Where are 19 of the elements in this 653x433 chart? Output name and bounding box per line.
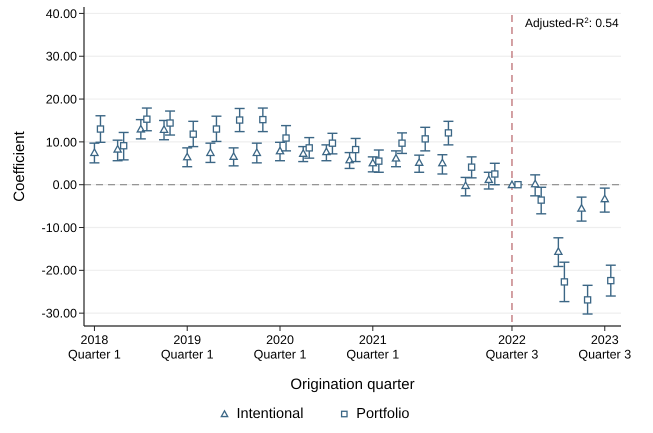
- y-axis-title: Coefficient: [11, 130, 28, 202]
- x-tick-label: 2019 Quarter 1: [160, 333, 214, 362]
- y-tick-label: 20.00: [46, 92, 78, 106]
- x-tick-label: 2023 Quarter 3: [578, 333, 632, 362]
- legend-label: Intentional: [236, 406, 304, 422]
- annotation: Adjusted-R$^{2}$: 0.54: [524, 16, 620, 30]
- y-tick-label: -10.00: [42, 220, 78, 235]
- legend-label: Portfolio: [356, 406, 410, 422]
- y-tick-label: 10.00: [46, 135, 78, 150]
- y-tick-label: -30.00: [42, 306, 78, 321]
- y-tick-label: 30.00: [46, 50, 78, 64]
- y-tick-label: 0.00: [52, 178, 78, 192]
- y-tick-label: -20.00: [42, 264, 78, 278]
- y-tick-label: 40.00: [46, 6, 78, 21]
- x-tick-label: 2021 Quarter 1: [346, 333, 400, 362]
- x-tick-label: 2020 Quarter 1: [254, 333, 306, 362]
- x-axis-title: Origination quarter: [290, 376, 415, 393]
- x-tick-label: 2022 Quarter 3: [486, 333, 538, 362]
- x-tick-label: 2018 Quarter 1: [68, 333, 121, 362]
